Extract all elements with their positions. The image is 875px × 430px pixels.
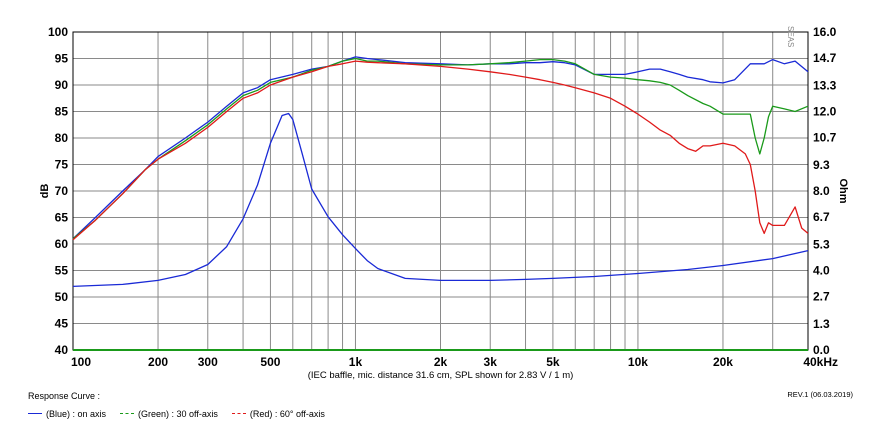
- x-tick-label: 20k: [713, 355, 733, 369]
- y-tick-label: 50: [55, 290, 69, 304]
- legend-swatch: [28, 413, 42, 414]
- y-tick-label: 65: [55, 211, 69, 225]
- y-tick-label: 90: [55, 78, 69, 92]
- y-right-tick-label: 13.3: [813, 79, 837, 93]
- x-tick-label: 100: [71, 355, 91, 369]
- y-right-tick-label: 8.0: [813, 184, 830, 198]
- y-tick-label: 60: [55, 237, 69, 251]
- y-right-tick-label: 2.7: [813, 289, 830, 303]
- y-right-tick-label: 14.7: [813, 51, 837, 65]
- x-tick-label: 2k: [434, 355, 448, 369]
- y-right-tick-label: 6.7: [813, 210, 830, 224]
- legend-item: (Red) : 60° off-axis: [231, 408, 325, 419]
- y-right-tick-label: 1.3: [813, 317, 830, 331]
- x-tick-label: 200: [148, 355, 168, 369]
- y-right-tick-label: 0.0: [813, 343, 830, 357]
- x-tick-label: 10k: [628, 355, 648, 369]
- response-curve-1: [72, 57, 809, 240]
- y-tick-label: 45: [55, 317, 69, 331]
- x-tick-label: 1k: [349, 355, 363, 369]
- x-axis-label: (IEC baffle, mic. distance 31.6 cm, SPL …: [308, 370, 574, 381]
- revision-label: REV.1 (06.03.2019): [787, 390, 853, 399]
- response-curve-0: [72, 56, 809, 240]
- y-right-tick-label: 16.0: [813, 25, 837, 39]
- legend-label: (Blue) : on axis: [46, 408, 107, 419]
- legend-swatch: [120, 413, 135, 414]
- x-tick-label: 300: [198, 355, 218, 369]
- legend-label: (Red) : 60° off-axis: [249, 408, 325, 419]
- x-tick-label: 500: [260, 355, 280, 369]
- frequency-response-chart: 100 95 90 85 80 75 70 65 60 55 50 45 40 16.0 14.7 13.3 1…: [39, 25, 849, 381]
- y-tick-label: 95: [55, 52, 69, 66]
- y-axis-label: dB: [39, 184, 51, 199]
- y-right-tick-label: 9.3: [813, 158, 830, 172]
- x-tick-label: 5k: [546, 355, 560, 369]
- y-tick-label: 100: [48, 25, 68, 39]
- y-tick-label: 75: [55, 158, 69, 172]
- y-right-tick-label: 10.7: [813, 130, 837, 144]
- y-right-axis-label: Ohm: [837, 178, 849, 203]
- legend-swatch: [231, 413, 246, 414]
- legend-item: (Green) : 30 off-axis: [120, 409, 218, 419]
- y-right-tick-label: 5.3: [813, 238, 830, 252]
- legend-title: Response Curve :: [28, 391, 101, 401]
- y-tick-label: 40: [55, 343, 69, 357]
- x-tick-label: 40kHz: [803, 355, 838, 369]
- legend-item: (Blue) : on axis: [28, 409, 106, 419]
- y-right-tick-label: 4.0: [813, 264, 830, 278]
- brand-mark: SEAS: [786, 26, 795, 48]
- y-right-tick-label: 12.0: [813, 105, 837, 119]
- y-tick-label: 70: [55, 184, 69, 198]
- x-tick-label: 3k: [484, 355, 498, 369]
- legend-label: (Green) : 30 off-axis: [138, 408, 218, 419]
- impedance-curve: [72, 112, 809, 288]
- legend: Response Curve : (Blue) : on axis (Green)…: [28, 391, 339, 419]
- y-tick-label: 55: [55, 264, 69, 278]
- response-curve-2: [72, 60, 809, 241]
- y-tick-label: 85: [55, 105, 69, 119]
- y-tick-label: 80: [55, 131, 69, 145]
